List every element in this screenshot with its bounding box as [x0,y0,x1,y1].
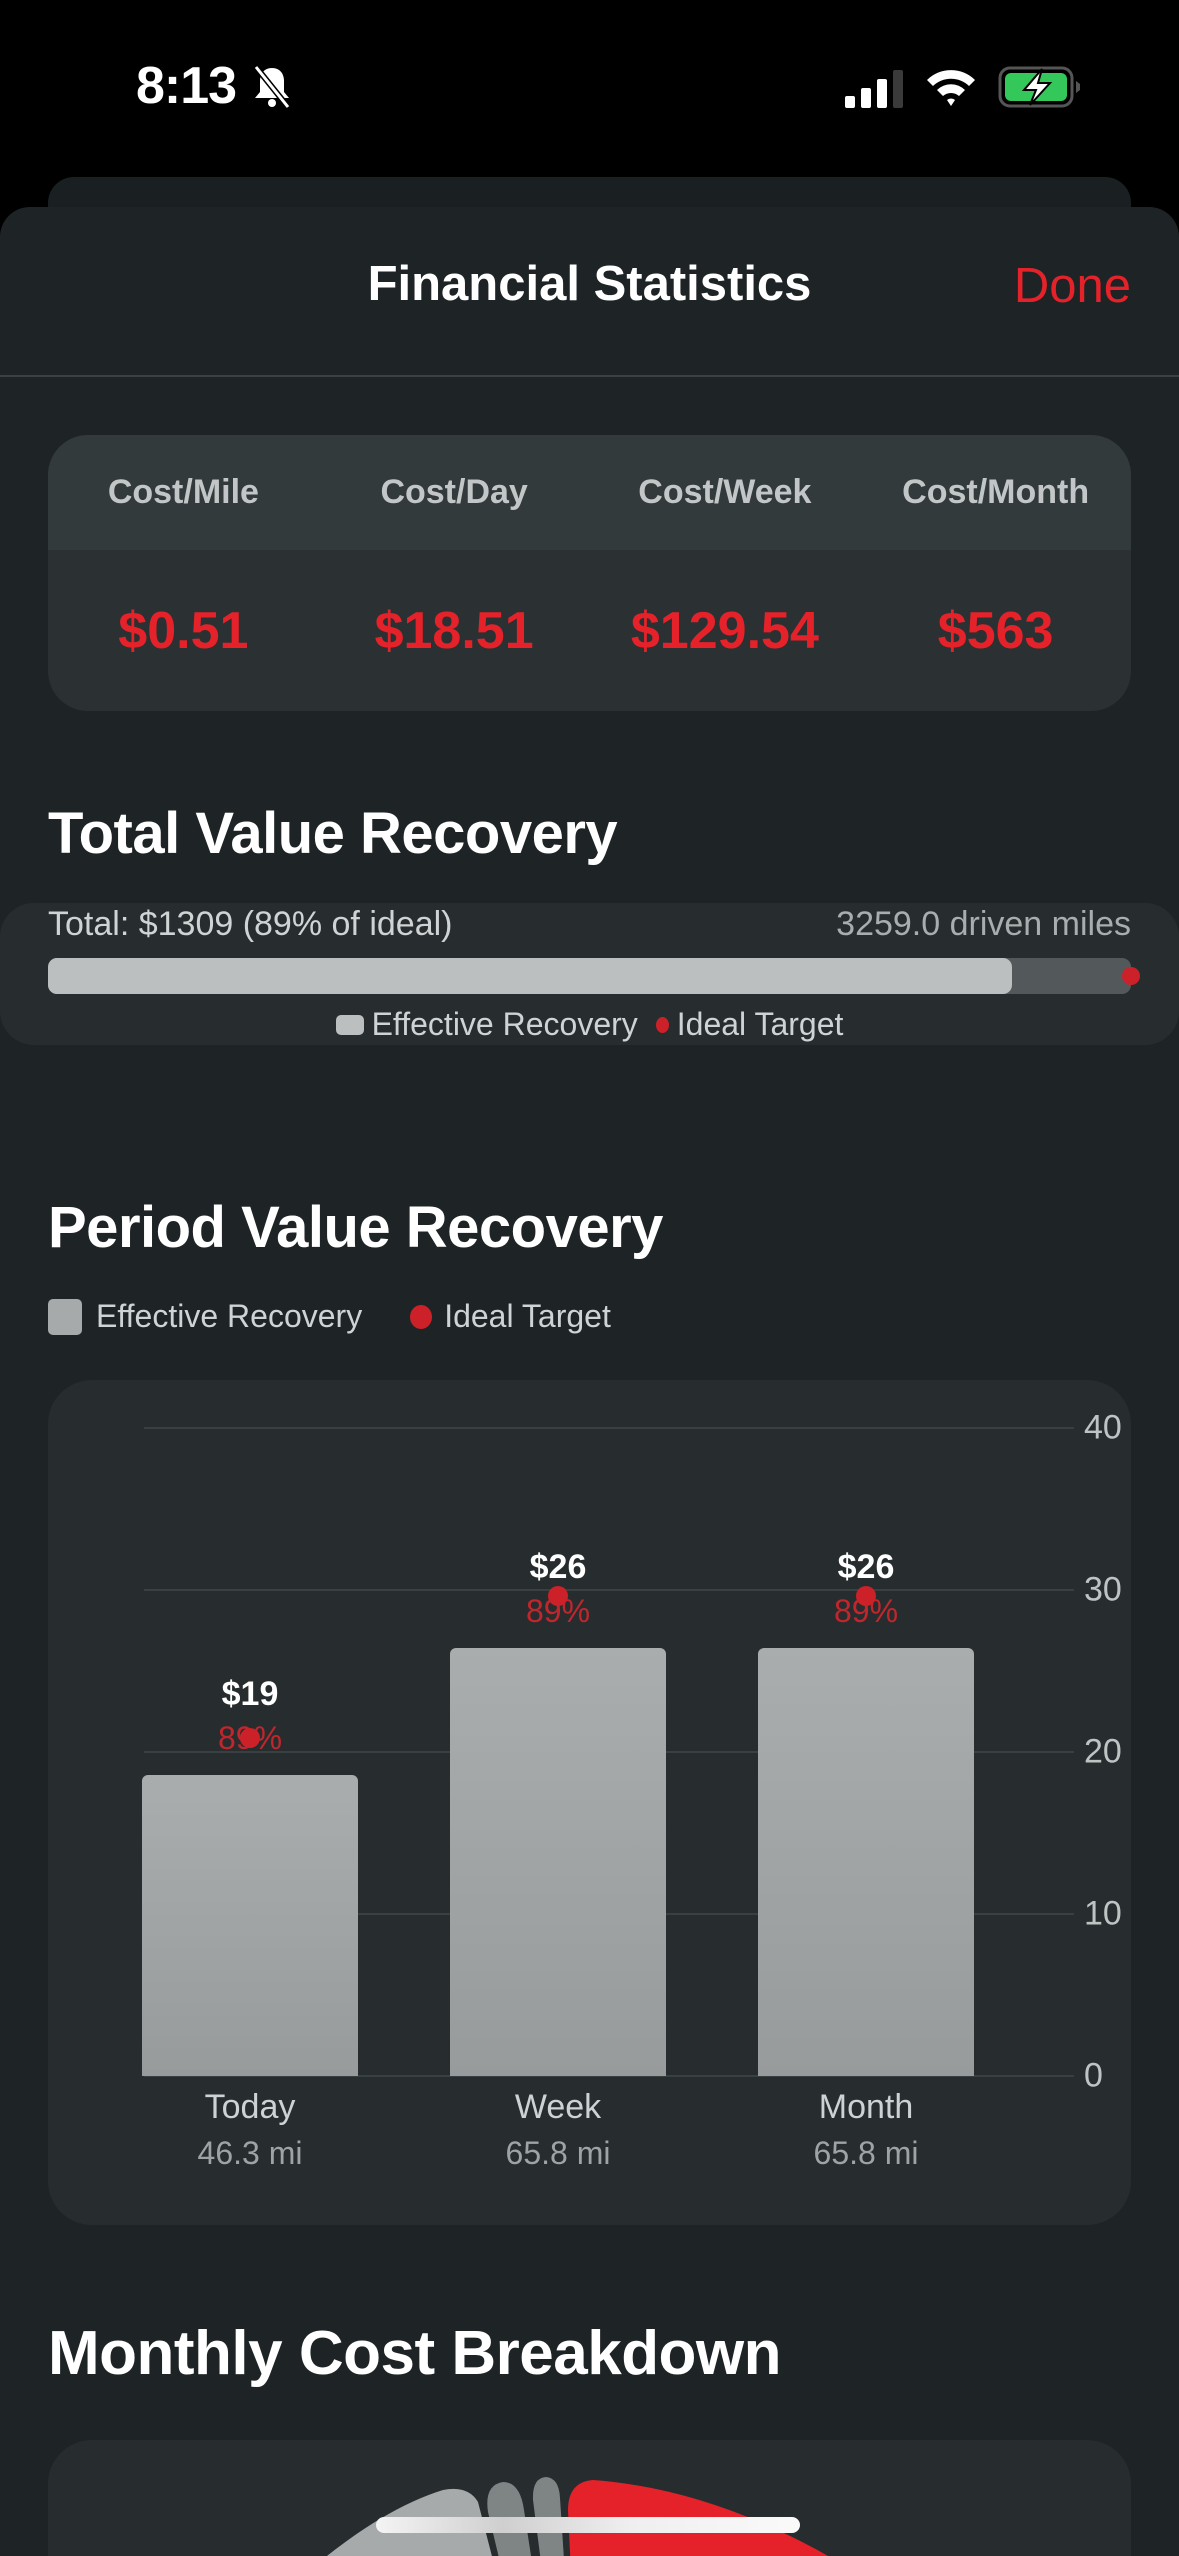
total-recovery-title: Total Value Recovery [48,801,618,866]
legend-ideal-label: Ideal Target [444,1298,611,1334]
bar-month-value: $26 [837,1548,895,1586]
legend-effective-recovery: Effective Recovery [335,1006,638,1043]
cost-per-month-value: $563 [937,601,1054,660]
bar-today-value: $19 [221,1675,279,1713]
bell-slash-icon [253,65,291,109]
bar-week-value: $26 [529,1548,587,1586]
period-recovery-chart: 40 30 20 10 0 $19 89% Today 46.3 mi $26 … [48,1380,1131,2225]
week-target-dot-icon [548,1586,568,1606]
gridline-30 [144,1589,1074,1591]
cost-per-day-value: $18.51 [374,601,534,660]
legend-effective-label: Effective Recovery [96,1298,363,1334]
cost-per-day-label: Cost/Day [380,473,528,511]
ideal-target-dot-icon [410,1304,433,1329]
y-tick-0: 0 [1084,2056,1103,2095]
effective-recovery-swatch-icon [48,1298,82,1335]
y-tick-10: 10 [1084,1894,1122,1933]
page-title: Financial Statistics [367,257,812,311]
cost-per-mile-value: $0.51 [118,601,249,660]
bar-month[interactable] [758,1648,974,2076]
y-tick-30: 30 [1084,1570,1122,1609]
bar-today[interactable] [142,1775,358,2076]
cost-summary-card: Cost/Mile Cost/Day Cost/Week Cost/Month … [48,435,1131,711]
monthly-breakdown-title: Monthly Cost Breakdown [48,2319,782,2388]
x-label-month: Month [818,2088,914,2126]
home-indicator[interactable] [376,2517,800,2533]
bar-week[interactable] [450,1648,666,2076]
month-target-dot-icon [856,1586,876,1606]
ideal-target-marker [1122,967,1140,985]
today-target-dot-icon [240,1728,260,1748]
status-time: 8:13 [136,57,237,115]
wifi-icon [927,70,975,106]
monthly-breakdown-pie-card [48,2440,1131,2556]
period-recovery-title: Period Value Recovery [48,1195,663,1260]
y-tick-40: 40 [1084,1408,1122,1447]
cost-per-month-label: Cost/Month [902,473,1090,511]
cost-per-mile-label: Cost/Mile [107,473,259,511]
recovery-progress-fill [48,958,1012,994]
x-sublabel-week: 65.8 mi [505,2135,611,2171]
pie-slice-dark-gray-2[interactable] [532,2477,588,2556]
ideal-target-dot-icon [655,1016,669,1033]
legend-ideal-target: Ideal Target [655,1006,844,1043]
cost-values-row: $0.51 $18.51 $129.54 $563 [48,550,1131,711]
recovery-total-text: Total: $1309 (89% of ideal) [48,905,453,943]
nav-divider [0,375,1179,377]
x-sublabel-month: 65.8 mi [813,2135,919,2171]
gridline-40 [144,1427,1074,1429]
battery-charging-icon [998,66,1080,108]
legend-ideal-target: Ideal Target [410,1298,611,1335]
cost-per-week-label: Cost/Week [638,473,812,511]
recovery-legend: Effective Recovery Ideal Target [0,1006,1179,1043]
effective-recovery-swatch-icon [335,1014,364,1035]
period-legend: Effective Recovery Ideal Target [48,1298,611,1335]
recovery-miles-text: 3259.0 driven miles [836,905,1131,943]
cost-per-week-value: $129.54 [630,601,819,660]
x-label-week: Week [514,2088,602,2126]
cost-header-row: Cost/Mile Cost/Day Cost/Week Cost/Month [48,435,1131,550]
cellular-signal-icon [845,70,903,108]
x-sublabel-today: 46.3 mi [197,2135,303,2171]
done-button[interactable]: Done [1013,259,1131,313]
pie-chart[interactable] [48,2440,1131,2556]
status-bar: 8:13 [0,0,1179,170]
x-label-today: Today [204,2088,296,2126]
legend-ideal-label: Ideal Target [676,1006,844,1042]
gridline-0 [144,2075,1074,2077]
legend-effective-recovery: Effective Recovery [48,1298,362,1335]
legend-effective-label: Effective Recovery [371,1006,638,1042]
y-tick-20: 20 [1084,1732,1122,1771]
recovery-progress-bar [48,958,1131,994]
